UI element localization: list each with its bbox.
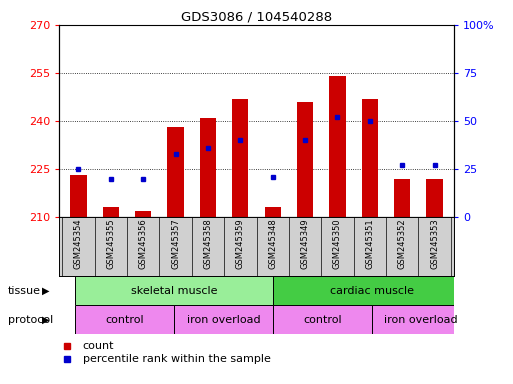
Text: tissue: tissue xyxy=(8,286,41,296)
Text: GSM245358: GSM245358 xyxy=(204,219,212,270)
Text: GSM245355: GSM245355 xyxy=(106,219,115,269)
Bar xyxy=(174,305,273,334)
Text: control: control xyxy=(106,314,144,325)
Bar xyxy=(273,276,470,305)
Text: percentile rank within the sample: percentile rank within the sample xyxy=(83,354,270,364)
Bar xyxy=(167,127,184,217)
Bar xyxy=(135,210,151,217)
Text: ▶: ▶ xyxy=(43,314,50,325)
Text: protocol: protocol xyxy=(8,314,53,325)
Text: iron overload: iron overload xyxy=(384,314,458,325)
Bar xyxy=(265,207,281,217)
Text: GSM245354: GSM245354 xyxy=(74,219,83,269)
Text: count: count xyxy=(83,341,114,351)
Text: GSM245351: GSM245351 xyxy=(365,219,374,269)
Text: GSM245359: GSM245359 xyxy=(236,219,245,269)
Text: GSM245352: GSM245352 xyxy=(398,219,407,269)
Text: iron overload: iron overload xyxy=(187,314,261,325)
Bar xyxy=(372,305,470,334)
Text: GSM245348: GSM245348 xyxy=(268,219,277,270)
Text: GSM245356: GSM245356 xyxy=(139,219,148,270)
Text: GSM245357: GSM245357 xyxy=(171,219,180,270)
Bar xyxy=(329,76,346,217)
Bar xyxy=(75,276,273,305)
Bar xyxy=(232,99,248,217)
Text: skeletal muscle: skeletal muscle xyxy=(131,286,218,296)
Text: ▶: ▶ xyxy=(43,286,50,296)
Title: GDS3086 / 104540288: GDS3086 / 104540288 xyxy=(181,11,332,24)
Bar xyxy=(103,207,119,217)
Bar xyxy=(200,118,216,217)
Bar xyxy=(426,179,443,217)
Bar xyxy=(75,305,174,334)
Text: GSM245349: GSM245349 xyxy=(301,219,309,269)
Text: control: control xyxy=(303,314,342,325)
Bar xyxy=(297,102,313,217)
Bar xyxy=(394,179,410,217)
Text: cardiac muscle: cardiac muscle xyxy=(330,286,413,296)
Bar xyxy=(273,305,372,334)
Text: GSM245350: GSM245350 xyxy=(333,219,342,269)
Bar xyxy=(70,175,87,217)
Text: GSM245353: GSM245353 xyxy=(430,219,439,270)
Bar xyxy=(362,99,378,217)
